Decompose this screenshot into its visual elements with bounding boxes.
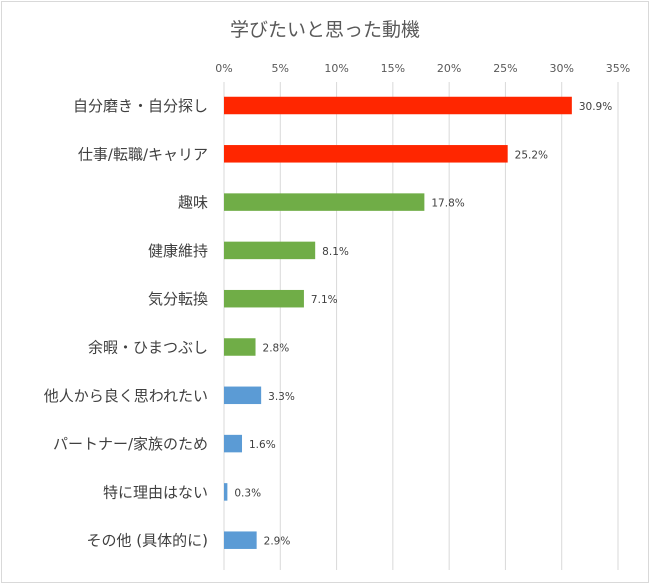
tick-label: 0% xyxy=(215,62,232,75)
tick-label: 10% xyxy=(324,62,348,75)
data-label: 3.3% xyxy=(268,391,295,403)
tick-label: 25% xyxy=(493,62,517,75)
data-label: 2.8% xyxy=(263,343,290,355)
tick-label: 35% xyxy=(606,62,630,75)
bar xyxy=(224,386,262,405)
category-label: 趣味 xyxy=(178,194,208,212)
chart-title: 学びたいと思った動機 xyxy=(229,19,420,41)
data-label: 2.9% xyxy=(264,536,291,548)
data-label: 8.1% xyxy=(322,246,349,258)
data-label: 17.8% xyxy=(431,198,464,210)
bar xyxy=(224,193,425,211)
data-label: 7.1% xyxy=(311,294,338,306)
category-label: パートナー/家族のため xyxy=(53,435,208,453)
data-label: 25.2% xyxy=(515,149,548,161)
bar xyxy=(224,338,256,356)
bar xyxy=(224,289,304,308)
tick-label: 15% xyxy=(381,62,405,75)
bar xyxy=(224,241,316,260)
bar xyxy=(224,483,228,501)
bar xyxy=(224,531,257,549)
data-label: 30.9% xyxy=(579,101,612,113)
category-label: 他人から良く思われたい xyxy=(44,387,208,405)
category-label: 特に理由はない xyxy=(103,483,208,501)
category-label: 仕事/転職/キャリア xyxy=(78,145,208,163)
tick-label: 5% xyxy=(272,62,289,75)
tick-label: 30% xyxy=(549,62,573,75)
bar xyxy=(224,96,572,115)
category-label: その他 (具体的に) xyxy=(87,532,208,550)
bar xyxy=(224,434,243,453)
category-label: 気分転換 xyxy=(148,290,208,308)
category-label: 余暇・ひまつぶし xyxy=(88,339,208,357)
category-label: 健康維持 xyxy=(148,242,208,260)
tick-label: 20% xyxy=(437,62,461,75)
category-label: 自分磨き・自分探し xyxy=(73,97,208,115)
data-label: 1.6% xyxy=(249,439,276,451)
bar xyxy=(224,145,508,163)
data-label: 0.3% xyxy=(234,487,261,499)
